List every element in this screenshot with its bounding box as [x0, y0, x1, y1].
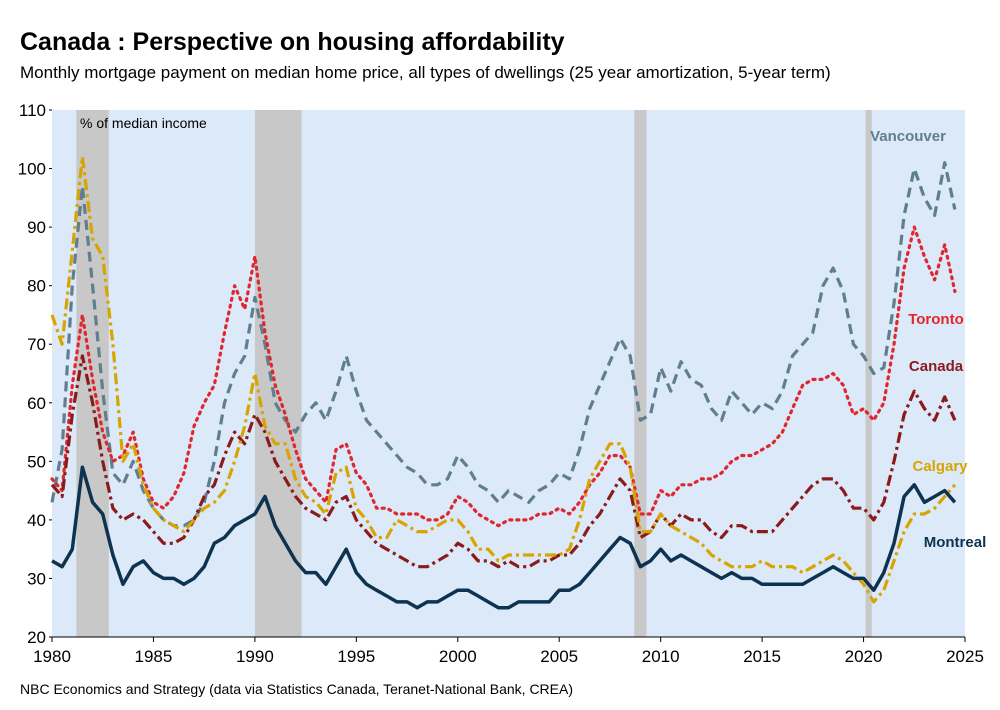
series-label: Canada	[909, 358, 964, 375]
series-line	[50, 354, 957, 569]
chart-subtitle: Monthly mortgage payment on median home …	[20, 63, 831, 82]
chart-title: Canada : Perspective on housing affordab…	[20, 28, 565, 56]
x-tick-label: 2020	[845, 647, 883, 666]
recession-shade	[254, 110, 302, 637]
x-tick-label: 2005	[540, 647, 578, 666]
y-axis-label: % of median income	[80, 115, 207, 131]
y-tick-label: 100	[18, 160, 46, 179]
y-tick-label: 70	[27, 335, 46, 354]
x-tick-label: 1985	[135, 647, 173, 666]
series-line	[50, 155, 957, 604]
plot-background	[52, 110, 965, 637]
x-tick-label: 1990	[236, 647, 274, 666]
source-note: NBC Economics and Strategy (data via Sta…	[20, 681, 573, 697]
series-line	[51, 465, 957, 610]
y-tick-label: 50	[27, 452, 46, 471]
x-tick-label: 2025	[946, 647, 984, 666]
x-tick-label: 1995	[337, 647, 375, 666]
y-tick-label: 30	[27, 569, 46, 588]
series-line	[50, 225, 957, 528]
x-tick-label: 2000	[439, 647, 477, 666]
x-tick-label: 1980	[33, 647, 71, 666]
y-tick-label: 20	[27, 628, 46, 647]
x-tick-label: 2010	[642, 647, 680, 666]
y-tick-label: 80	[27, 277, 46, 296]
x-tick-label: 2015	[743, 647, 781, 666]
recession-shade	[865, 110, 872, 637]
y-tick-label: 60	[27, 394, 46, 413]
series-label: Calgary	[912, 458, 968, 475]
y-tick-label: 40	[27, 511, 46, 530]
series-label: Montreal	[924, 534, 987, 551]
series-label: Vancouver	[870, 128, 946, 145]
series-line	[50, 161, 957, 528]
y-tick-label: 90	[27, 218, 46, 237]
series-label: Toronto	[908, 311, 964, 328]
y-tick-label: 110	[19, 101, 46, 120]
